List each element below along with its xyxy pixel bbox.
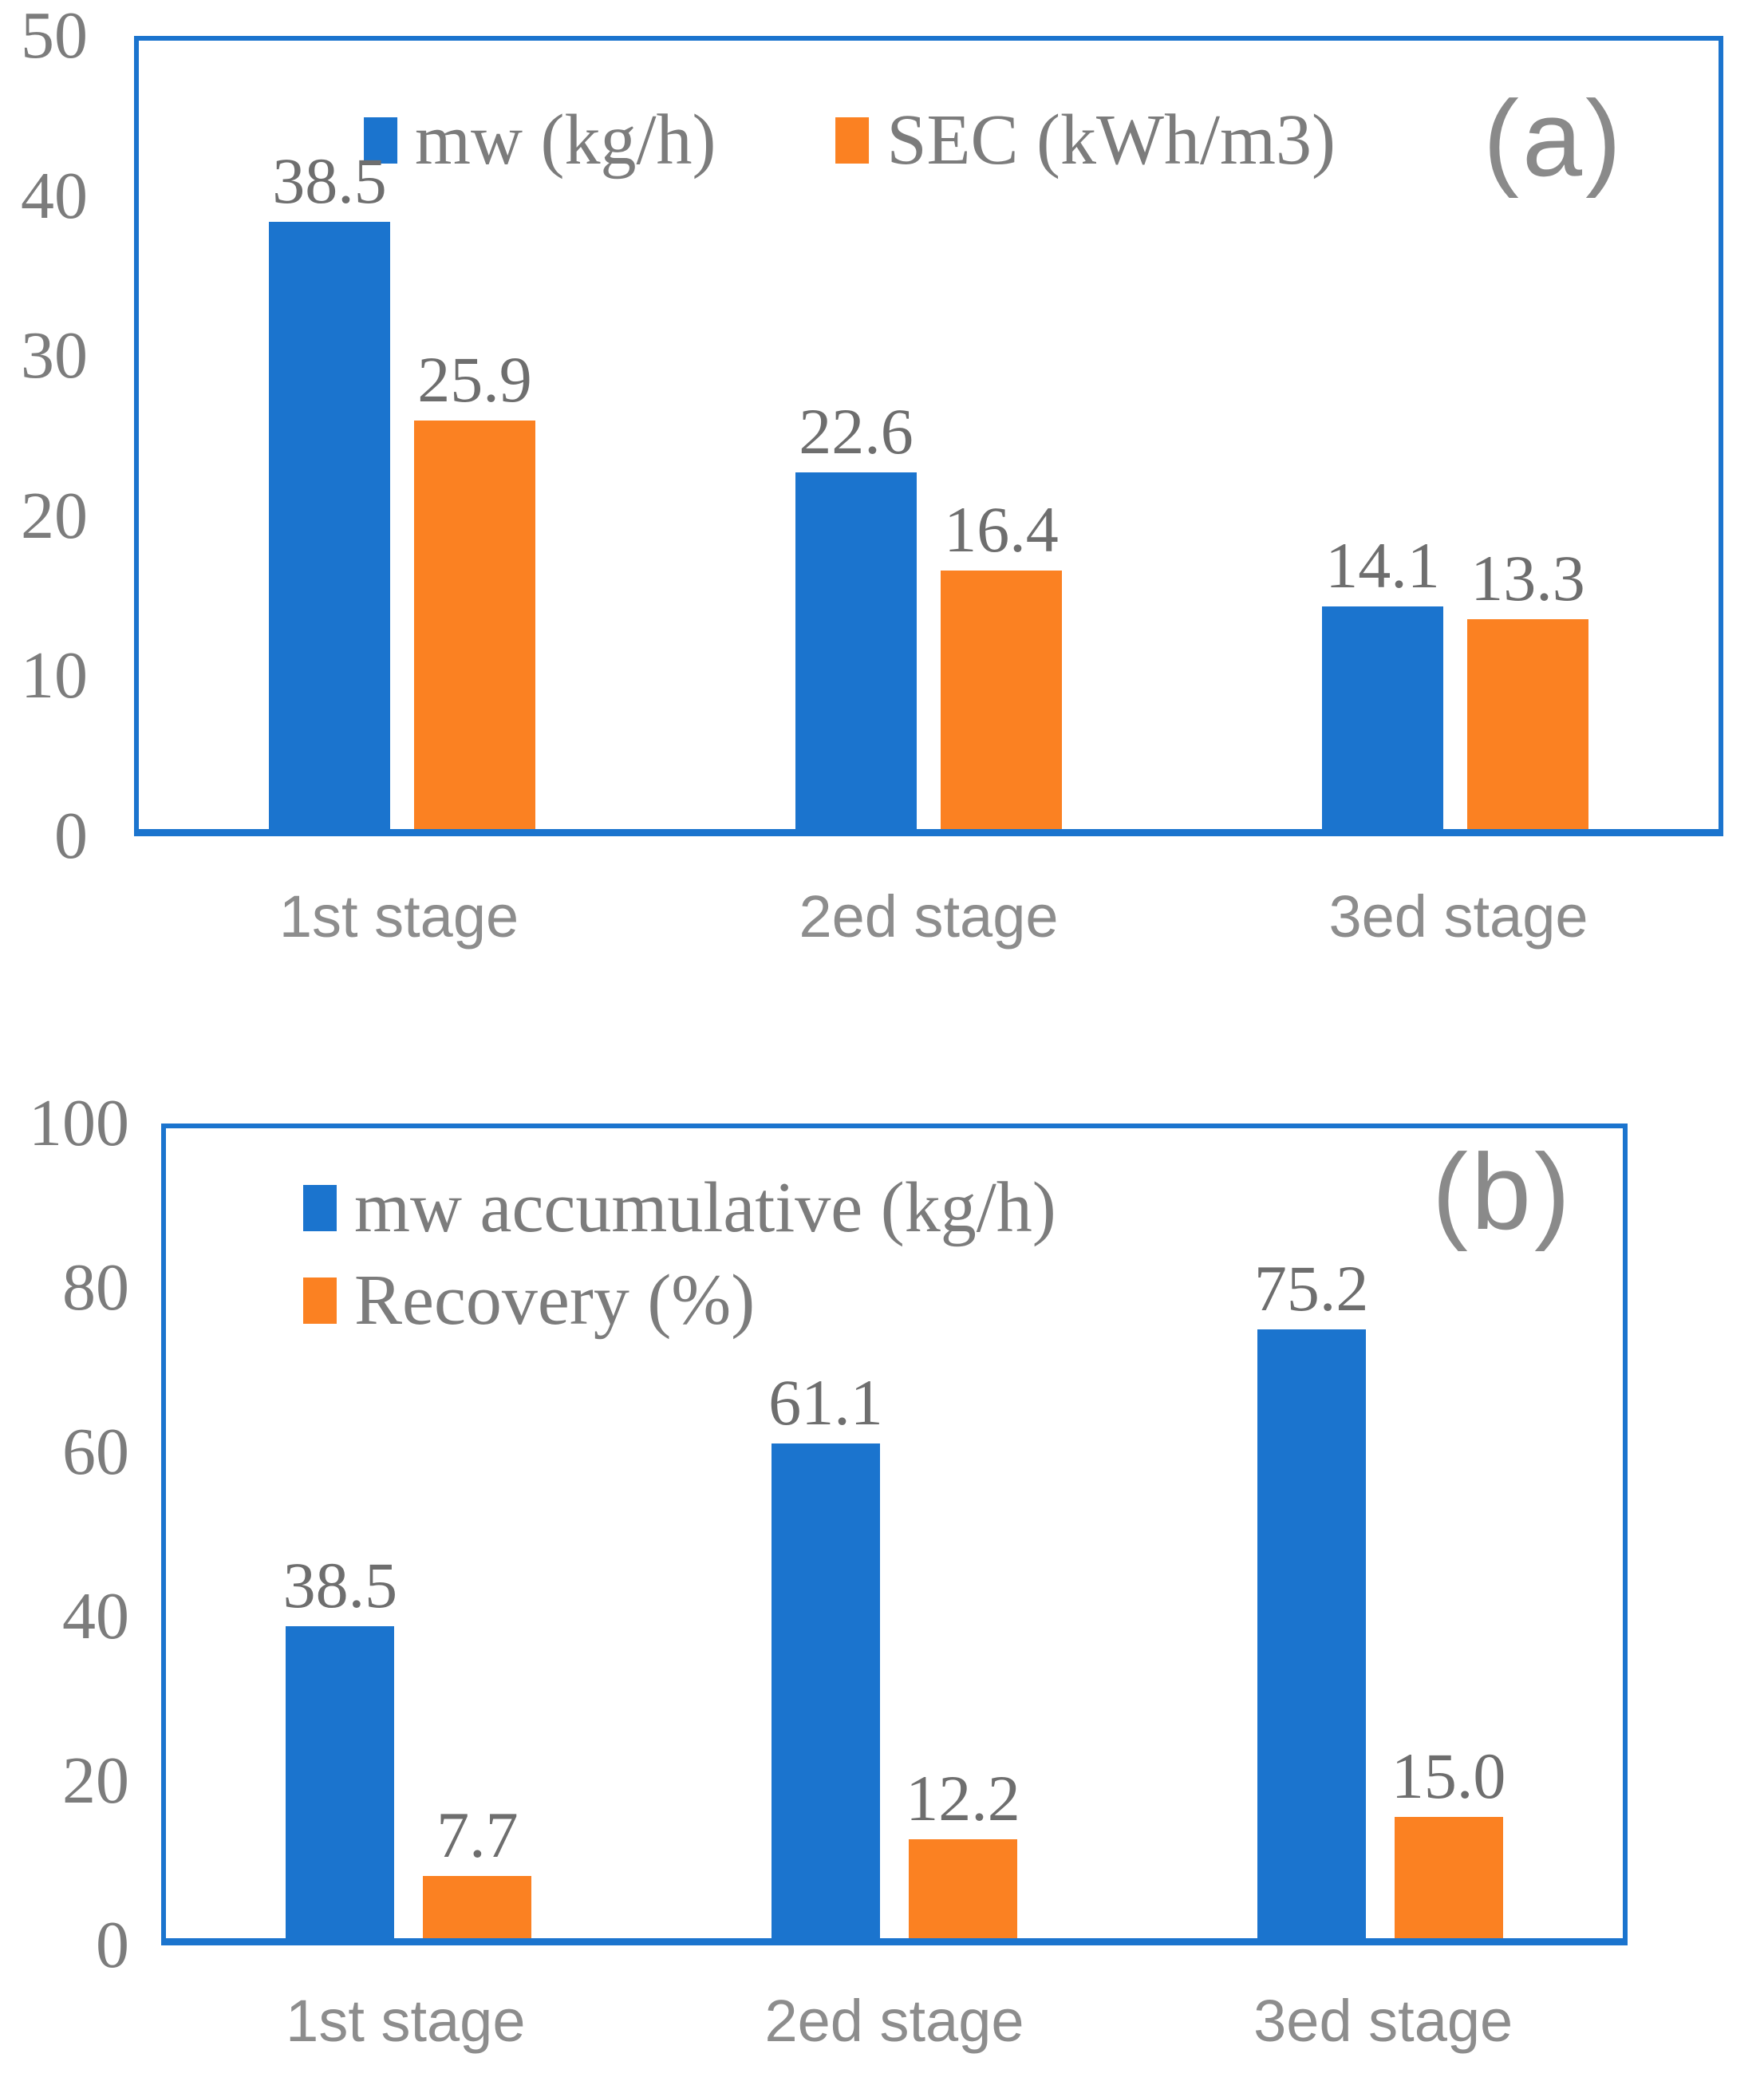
bar-group-3ed-stage: 14.1 13.3	[1192, 41, 1719, 829]
bar	[1257, 1329, 1366, 1938]
y-tick-label: 50	[21, 0, 88, 73]
bar	[414, 421, 535, 829]
y-tick-label: 0	[54, 799, 88, 873]
bar-column: 38.5	[269, 41, 390, 829]
bar	[423, 1875, 532, 1938]
panel-label: (b)	[1432, 1131, 1573, 1252]
bar-group-2ed-stage: 22.6 16.4	[665, 41, 1192, 829]
bar	[286, 1626, 395, 1938]
bar-groups: 38.5 25.9 22.6 16.4 14.1 13.3	[139, 41, 1719, 829]
y-tick-label: 80	[62, 1250, 129, 1325]
y-tick-label: 100	[29, 1086, 129, 1160]
bar-column: 14.1	[1322, 41, 1443, 829]
bar	[1467, 619, 1588, 829]
y-tick-label: 40	[62, 1579, 129, 1653]
y-tick-label: 30	[21, 318, 88, 393]
bar	[1322, 606, 1443, 829]
legend-label: mw accumulative (kg/h)	[354, 1168, 1056, 1247]
bar	[909, 1839, 1017, 1938]
x-axis-labels: 1st stage 2ed stage 3ed stage	[134, 883, 1723, 950]
bar-value-label: 12.2	[906, 1762, 1020, 1835]
y-tick-label: 10	[21, 638, 88, 713]
legend-swatch	[303, 1278, 337, 1324]
bar-value-label: 61.1	[768, 1365, 883, 1439]
legend-label: Recovery (%)	[354, 1261, 756, 1340]
bar-group-3ed-stage: 75.2 15.0	[1137, 1128, 1623, 1938]
x-category-label: 1st stage	[286, 1988, 526, 2054]
legend-swatch	[364, 117, 398, 164]
bar-column: 75.2	[1253, 1128, 1369, 1938]
bar-column: 7.7	[423, 1128, 532, 1938]
legend-label: mw (kg/h)	[415, 101, 716, 180]
legend: mw (kg/h) SEC (kWh/m3)	[364, 105, 1336, 176]
y-axis-ticks: 0 10 20 30 40 50	[0, 2, 88, 870]
bar-value-label: 25.9	[417, 343, 532, 417]
y-tick-label: 60	[62, 1415, 129, 1489]
bar-column: 16.4	[941, 41, 1062, 829]
legend-item: mw accumulative (kg/h)	[303, 1172, 1056, 1244]
bar-column: 12.2	[906, 1128, 1020, 1938]
bar-value-label: 75.2	[1253, 1251, 1369, 1325]
panel-label: (a)	[1483, 78, 1624, 199]
bar	[795, 472, 917, 829]
y-tick-label: 20	[62, 1744, 129, 1818]
bar-column: 13.3	[1467, 41, 1588, 829]
y-tick-label: 40	[21, 158, 88, 233]
plot-area: mw accumulative (kg/h) Recovery (%) (b) 3…	[161, 1124, 1628, 1945]
x-category-label: 3ed stage	[1328, 883, 1588, 950]
y-axis-ticks: 0 20 40 60 80 100	[0, 1090, 129, 1979]
bar-column: 61.1	[768, 1128, 883, 1938]
bar-value-label: 7.7	[436, 1798, 519, 1871]
plot-area: mw (kg/h) SEC (kWh/m3) (a) 38.5 25.9 22.6 16…	[134, 36, 1723, 836]
bar-column: 22.6	[795, 41, 917, 829]
x-category-label: 2ed stage	[799, 883, 1059, 950]
x-axis-labels: 1st stage 2ed stage 3ed stage	[161, 1988, 1628, 2054]
y-tick-label: 0	[96, 1908, 129, 1982]
bar-group-1st-stage: 38.5 25.9	[139, 41, 665, 829]
bar-value-label: 15.0	[1391, 1739, 1506, 1812]
bar	[1394, 1816, 1503, 1938]
bar-value-label: 38.5	[272, 144, 387, 218]
bar-groups: 38.5 7.7 61.1 12.2 75.2 15.0	[166, 1128, 1623, 1938]
legend-swatch	[303, 1185, 337, 1231]
bar-value-label: 22.6	[799, 395, 914, 468]
bar-value-label: 16.4	[944, 492, 1059, 566]
x-category-label: 1st stage	[278, 883, 519, 950]
bar-column: 38.5	[283, 1128, 397, 1938]
x-category-label: 3ed stage	[1253, 1988, 1513, 2054]
legend: mw accumulative (kg/h) Recovery (%)	[303, 1172, 1056, 1337]
legend-item: mw (kg/h)	[364, 105, 716, 176]
legend-swatch	[835, 117, 870, 164]
bar	[772, 1443, 880, 1938]
x-category-label: 2ed stage	[764, 1988, 1024, 2054]
bar-value-label: 13.3	[1470, 542, 1585, 615]
legend-label: SEC (kWh/m3)	[886, 101, 1336, 180]
bar-group-2ed-stage: 61.1 12.2	[652, 1128, 1138, 1938]
bar	[269, 222, 390, 829]
bar-value-label: 14.1	[1325, 529, 1440, 602]
legend-item: SEC (kWh/m3)	[835, 101, 1336, 180]
bar-group-1st-stage: 38.5 7.7	[166, 1128, 652, 1938]
bar-value-label: 38.5	[282, 1549, 398, 1622]
legend-item: Recovery (%)	[303, 1265, 755, 1337]
bar-column: 15.0	[1391, 1128, 1506, 1938]
y-tick-label: 20	[21, 478, 88, 553]
bar	[941, 570, 1062, 829]
bar-column: 25.9	[414, 41, 535, 829]
